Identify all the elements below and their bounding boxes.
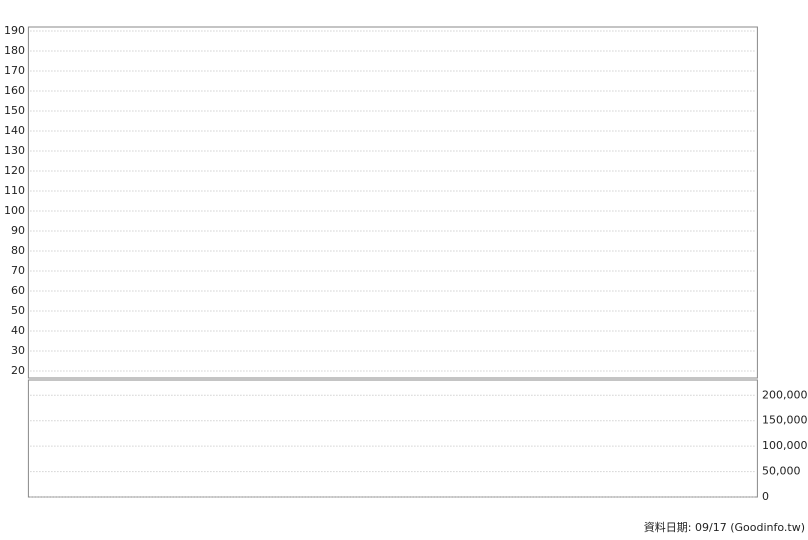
y-tick-label: 170 xyxy=(4,64,25,77)
y-tick-label: 30 xyxy=(11,344,25,357)
y-tick-label: 60 xyxy=(11,284,25,297)
y-tick-label: 20 xyxy=(11,364,25,377)
y-tick-label: 150 xyxy=(4,104,25,117)
y-tick-label: 120 xyxy=(4,164,25,177)
y2-tick-label: 50,000 xyxy=(762,465,801,478)
y2-tick-label: 200,000 xyxy=(762,388,808,401)
y2-tick-label: 150,000 xyxy=(762,414,808,427)
y-tick-label: 70 xyxy=(11,264,25,277)
y-tick-label: 90 xyxy=(11,224,25,237)
y-tick-label: 110 xyxy=(4,184,25,197)
y-tick-label: 100 xyxy=(4,204,25,217)
footnote: 資料日期: 09/17 (Goodinfo.tw) xyxy=(644,520,805,534)
y-tick-label: 80 xyxy=(11,244,25,257)
y-tick-label: 40 xyxy=(11,324,25,337)
y-tick-label: 140 xyxy=(4,124,25,137)
y-tick-label: 180 xyxy=(4,44,25,57)
y-tick-label: 50 xyxy=(11,304,25,317)
volume-frame xyxy=(27,379,758,498)
y2-tick-label: 100,000 xyxy=(762,439,808,452)
y2-tick-label: 0 xyxy=(762,490,769,503)
y-tick-label: 130 xyxy=(4,144,25,157)
y-tick-label: 160 xyxy=(4,84,25,97)
y-tick-label: 190 xyxy=(4,24,25,37)
price-frame xyxy=(27,26,758,379)
